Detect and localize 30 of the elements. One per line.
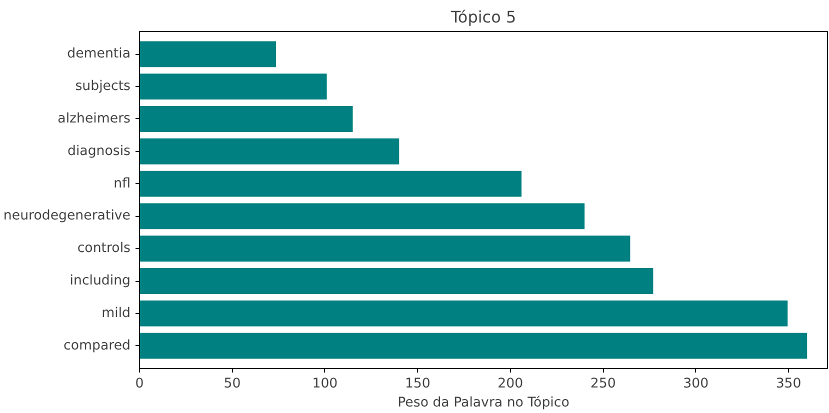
y-tick-label: mild [102,306,131,321]
y-tick-label: compared [64,338,131,354]
x-axis-title: Peso da Palavra no Tópico [398,396,570,410]
bar [140,332,808,359]
bar [140,74,327,100]
y-tick-label: alzheimers [58,111,131,126]
y-tick-label: dementia [67,46,131,62]
x-tick-label: 350 [776,376,802,392]
y-tick-label: including [70,274,131,289]
x-tick-label: 50 [224,376,241,392]
x-tick-label: 0 [135,376,144,392]
x-tick-label: 250 [590,376,616,392]
bar [140,268,654,294]
bar [140,170,522,197]
bar [140,138,400,164]
y-tick-label: subjects [75,79,131,94]
bar [140,106,353,132]
y-tick-label: diagnosis [68,144,131,159]
chart-title: Tópico 5 [450,8,516,26]
y-tick-label: controls [77,241,131,256]
bar [140,236,630,262]
x-tick-label: 200 [498,376,524,392]
y-tick-label: neurodegenerative [3,208,131,224]
x-tick-label: 300 [683,376,709,392]
y-tick-label: nfl [114,176,130,192]
bar [140,300,788,326]
x-tick-label: 150 [404,376,430,392]
bar [140,41,276,68]
bar [140,203,585,230]
x-tick-label: 100 [312,376,338,392]
